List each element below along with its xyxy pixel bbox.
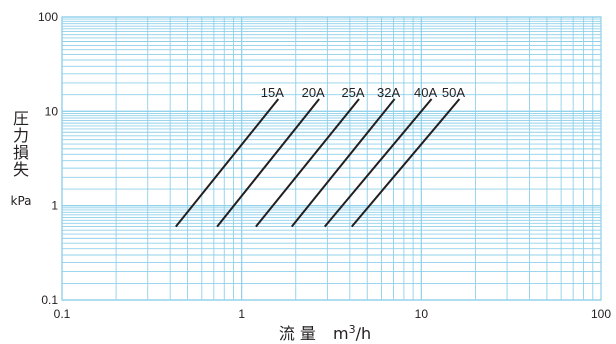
series-label-50a: 50A [442, 85, 465, 100]
x-axis-unit: m [333, 324, 349, 343]
x-axis-unit-sup: 3 [349, 323, 356, 336]
x-axis-unit-tail: /h [356, 324, 372, 343]
series-line-32a [290, 98, 396, 228]
series-label-40a: 40A [414, 85, 437, 100]
series-line-50a [350, 98, 461, 228]
x-axis-title: 流 量 m3/h [279, 323, 371, 343]
series-lines [175, 98, 461, 228]
x-tick-label: 10 [415, 307, 429, 321]
series-line-15a [175, 98, 280, 228]
series-labels: 15A 20A 25A 32A 40A 50A [261, 85, 466, 100]
series-line-40a [323, 98, 433, 228]
y-axis-title-char-3: 失 [13, 160, 29, 179]
series-line-20a [216, 98, 320, 228]
tick-labels: 0.1 1 10 100 100 10 1 0.1 [38, 10, 611, 321]
y-tick-label: 0.1 [41, 293, 58, 307]
y-axis-title-char-2: 損 [13, 143, 29, 162]
series-label-15a: 15A [261, 85, 284, 100]
grid [61, 16, 602, 301]
series-label-20a: 20A [302, 85, 325, 100]
y-axis-title: 圧 力 損 失 kPa [11, 109, 32, 208]
plot-frame [61, 16, 602, 301]
series-line-25a [255, 98, 360, 228]
x-tick-label: 1 [238, 307, 245, 321]
series-label-25a: 25A [341, 85, 364, 100]
y-tick-label: 10 [45, 104, 59, 118]
y-axis-unit: kPa [11, 194, 32, 208]
y-tick-label: 1 [51, 199, 58, 213]
y-axis-title-char-1: 力 [13, 126, 29, 145]
y-axis-title-char-0: 圧 [13, 109, 29, 128]
y-tick-label: 100 [38, 10, 58, 24]
x-tick-label: 0.1 [54, 307, 71, 321]
x-axis-title-text: 流 量 [279, 324, 316, 343]
series-label-32a: 32A [377, 85, 400, 100]
x-tick-label: 100 [591, 307, 611, 321]
